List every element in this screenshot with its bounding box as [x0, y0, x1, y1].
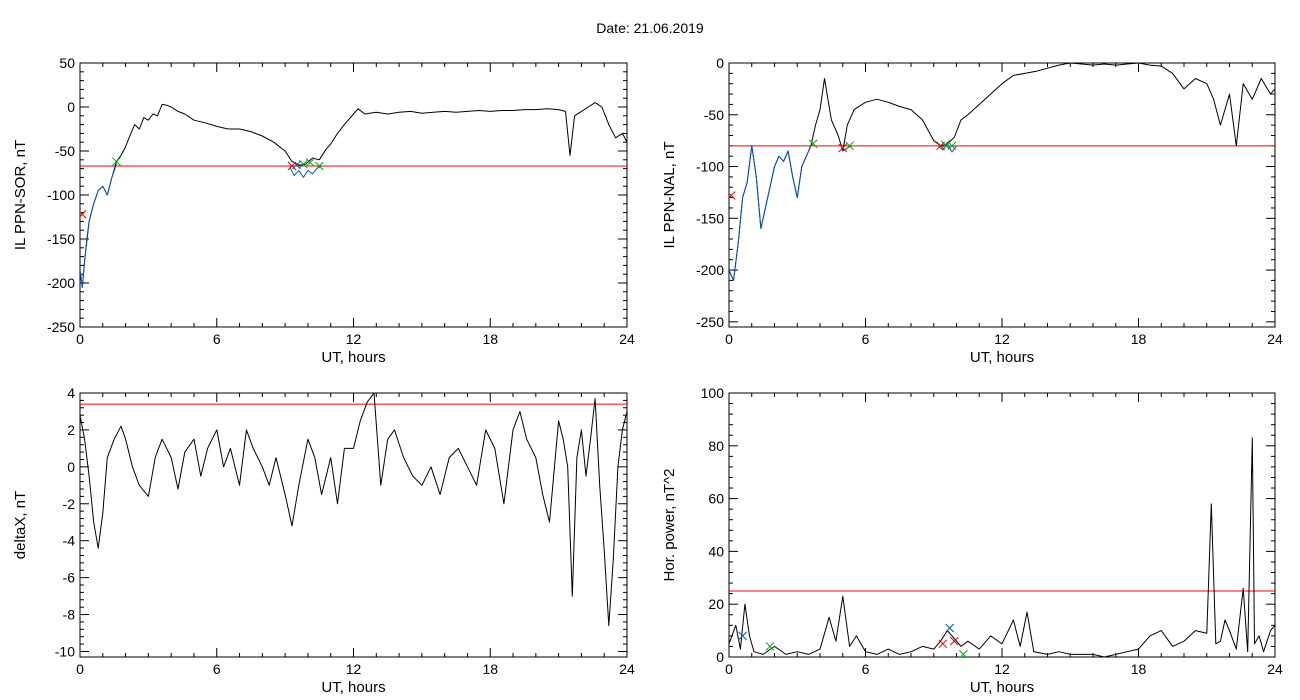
x-tick-label: 12	[346, 661, 362, 677]
y-tick-label: -6	[63, 570, 76, 586]
x-tick-label: 12	[994, 661, 1010, 677]
x-tick-label: 18	[1131, 331, 1147, 347]
event-marker	[845, 141, 854, 151]
event-marker	[738, 631, 748, 641]
x-tick-label: 6	[213, 661, 221, 677]
x-tick-label: 6	[862, 331, 870, 347]
event-marker	[765, 642, 775, 651]
y-tick-label: 0	[716, 649, 724, 665]
x-tick-label: 0	[725, 661, 733, 677]
y-tick-label: 2	[67, 422, 75, 438]
series-line-1	[80, 393, 627, 627]
plot-panel-4: 0 6 12 18 24 100 80 60 40 20 0 UT, hours Hor. power,…	[661, 385, 1283, 696]
series-line-2	[729, 145, 812, 281]
y-tick-label: 20	[708, 596, 724, 612]
plot-frame	[728, 392, 1276, 658]
y-tick-label: 0	[67, 99, 75, 115]
event-marker	[729, 191, 736, 200]
plot-data	[729, 437, 1275, 657]
x-axis-label: UT, hours	[970, 679, 1034, 696]
series-line-1	[729, 437, 1275, 657]
plot-panel-1: 0 6 12 18 24 50 0 -50 -100 -150 -200 -250 UT, hours I…	[12, 55, 635, 366]
event-marker	[314, 161, 324, 171]
series-line-2	[80, 164, 117, 288]
x-tick-label: 6	[213, 331, 221, 347]
y-tick-label: 80	[708, 438, 724, 454]
x-tick-label: 24	[619, 331, 635, 347]
y-tick-label: -50	[55, 143, 75, 159]
x-tick-label: 0	[76, 331, 84, 347]
y-tick-label: -200	[696, 262, 724, 278]
event-marker	[112, 157, 121, 166]
chart-title: Date: 21.06.2019	[596, 20, 704, 36]
y-tick-label: 50	[59, 55, 75, 71]
x-tick-label: 12	[994, 331, 1010, 347]
x-tick-label: 6	[862, 661, 870, 677]
x-axis-label: UT, hours	[321, 349, 385, 366]
event-marker	[305, 158, 315, 167]
event-marker	[808, 139, 818, 149]
plot-panel-2: 0 6 12 18 24 0 -50 -100 -150 -200 -250 UT, hours IL …	[661, 55, 1283, 366]
y-tick-label: -150	[47, 231, 75, 247]
y-tick-label: -2	[63, 496, 76, 512]
plot-data	[80, 102, 627, 288]
y-tick-label: -10	[55, 643, 75, 659]
plot-frame	[728, 62, 1276, 328]
y-tick-label: 40	[708, 543, 724, 559]
x-tick-label: 24	[1267, 331, 1283, 347]
plot-frame	[79, 62, 628, 328]
y-tick-label: -150	[696, 210, 724, 226]
x-tick-label: 18	[1131, 661, 1147, 677]
series-line-1	[80, 102, 627, 288]
event-marker	[838, 143, 848, 153]
y-tick-label: -250	[696, 314, 724, 330]
x-tick-label: 24	[619, 661, 635, 677]
y-tick-label: 4	[67, 385, 75, 401]
y-axis-label: IL PPN-SOR, nT	[12, 140, 29, 250]
y-tick-label: -200	[47, 275, 75, 291]
x-tick-label: 12	[346, 331, 362, 347]
x-axis-label: UT, hours	[321, 679, 385, 696]
x-axis-label: UT, hours	[970, 349, 1034, 366]
event-marker	[938, 639, 948, 649]
x-tick-label: 24	[1267, 661, 1283, 677]
series-line-1	[729, 63, 1275, 281]
plot-frame	[79, 392, 628, 658]
event-marker	[80, 210, 87, 219]
y-axis-label: IL PPN-NAL, nT	[661, 142, 678, 249]
y-tick-label: 0	[67, 459, 75, 475]
event-marker	[945, 623, 955, 633]
x-tick-label: 18	[482, 661, 498, 677]
plot-panel-3: 0 6 12 18 24 4 2 0 -2 -4 -6 -8 -10 UT, hours deltaX, n…	[12, 385, 635, 696]
y-tick-label: -100	[696, 159, 724, 175]
y-tick-label: -250	[47, 319, 75, 335]
plot-data	[729, 63, 1275, 281]
y-tick-label: 100	[701, 385, 725, 401]
plot-data	[80, 393, 627, 627]
y-tick-label: -100	[47, 187, 75, 203]
y-tick-label: 0	[716, 55, 724, 71]
event-marker	[949, 636, 959, 646]
x-tick-label: 0	[725, 331, 733, 347]
y-tick-label: 60	[708, 491, 724, 507]
y-tick-label: -50	[704, 107, 724, 123]
y-axis-label: deltaX, nT	[12, 491, 29, 559]
event-marker	[947, 141, 957, 151]
y-tick-label: -8	[63, 607, 76, 623]
x-tick-label: 18	[482, 331, 498, 347]
y-axis-label: Hor. power, nT^2	[661, 469, 678, 582]
x-tick-label: 0	[76, 661, 84, 677]
event-marker	[292, 160, 301, 170]
event-marker	[958, 650, 968, 657]
y-tick-label: -4	[63, 533, 76, 549]
